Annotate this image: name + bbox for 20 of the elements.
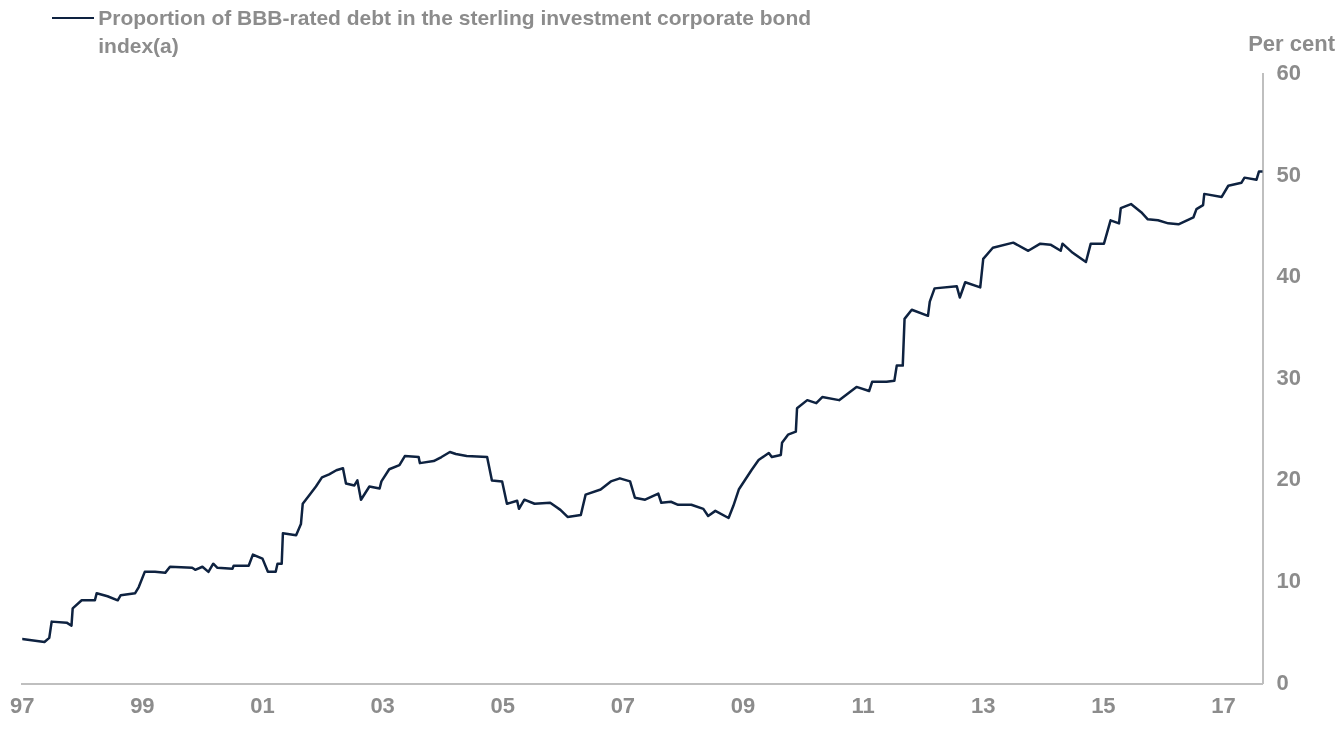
x-tick-label: 11 — [851, 692, 875, 718]
y-tick-label: 0 — [1276, 669, 1289, 695]
x-tick-label: 17 — [1211, 692, 1236, 718]
y-axis-title: Per cent — [1248, 31, 1336, 57]
y-tick-label: 60 — [1276, 60, 1302, 86]
y-tick-label: 50 — [1276, 161, 1302, 187]
x-tick-label: 05 — [490, 692, 515, 718]
x-tick-label: 97 — [9, 692, 35, 718]
x-tick-label: 01 — [250, 692, 275, 718]
x-tick-label: 07 — [610, 692, 636, 718]
x-tick-label: 15 — [1091, 692, 1116, 718]
x-tick-label: 09 — [730, 692, 756, 718]
x-tick-label: 03 — [370, 692, 395, 718]
x-tick-label: 13 — [971, 692, 996, 718]
y-tick-label: 30 — [1276, 364, 1302, 390]
x-tick-label: 99 — [130, 692, 155, 718]
y-tick-label: 40 — [1276, 263, 1302, 289]
y-tick-label: 20 — [1276, 466, 1302, 492]
legend-label: Proportion of BBB-rated debt in the sterling investment corporate bond index(a) — [98, 5, 813, 59]
y-tick-label: 10 — [1276, 568, 1302, 594]
